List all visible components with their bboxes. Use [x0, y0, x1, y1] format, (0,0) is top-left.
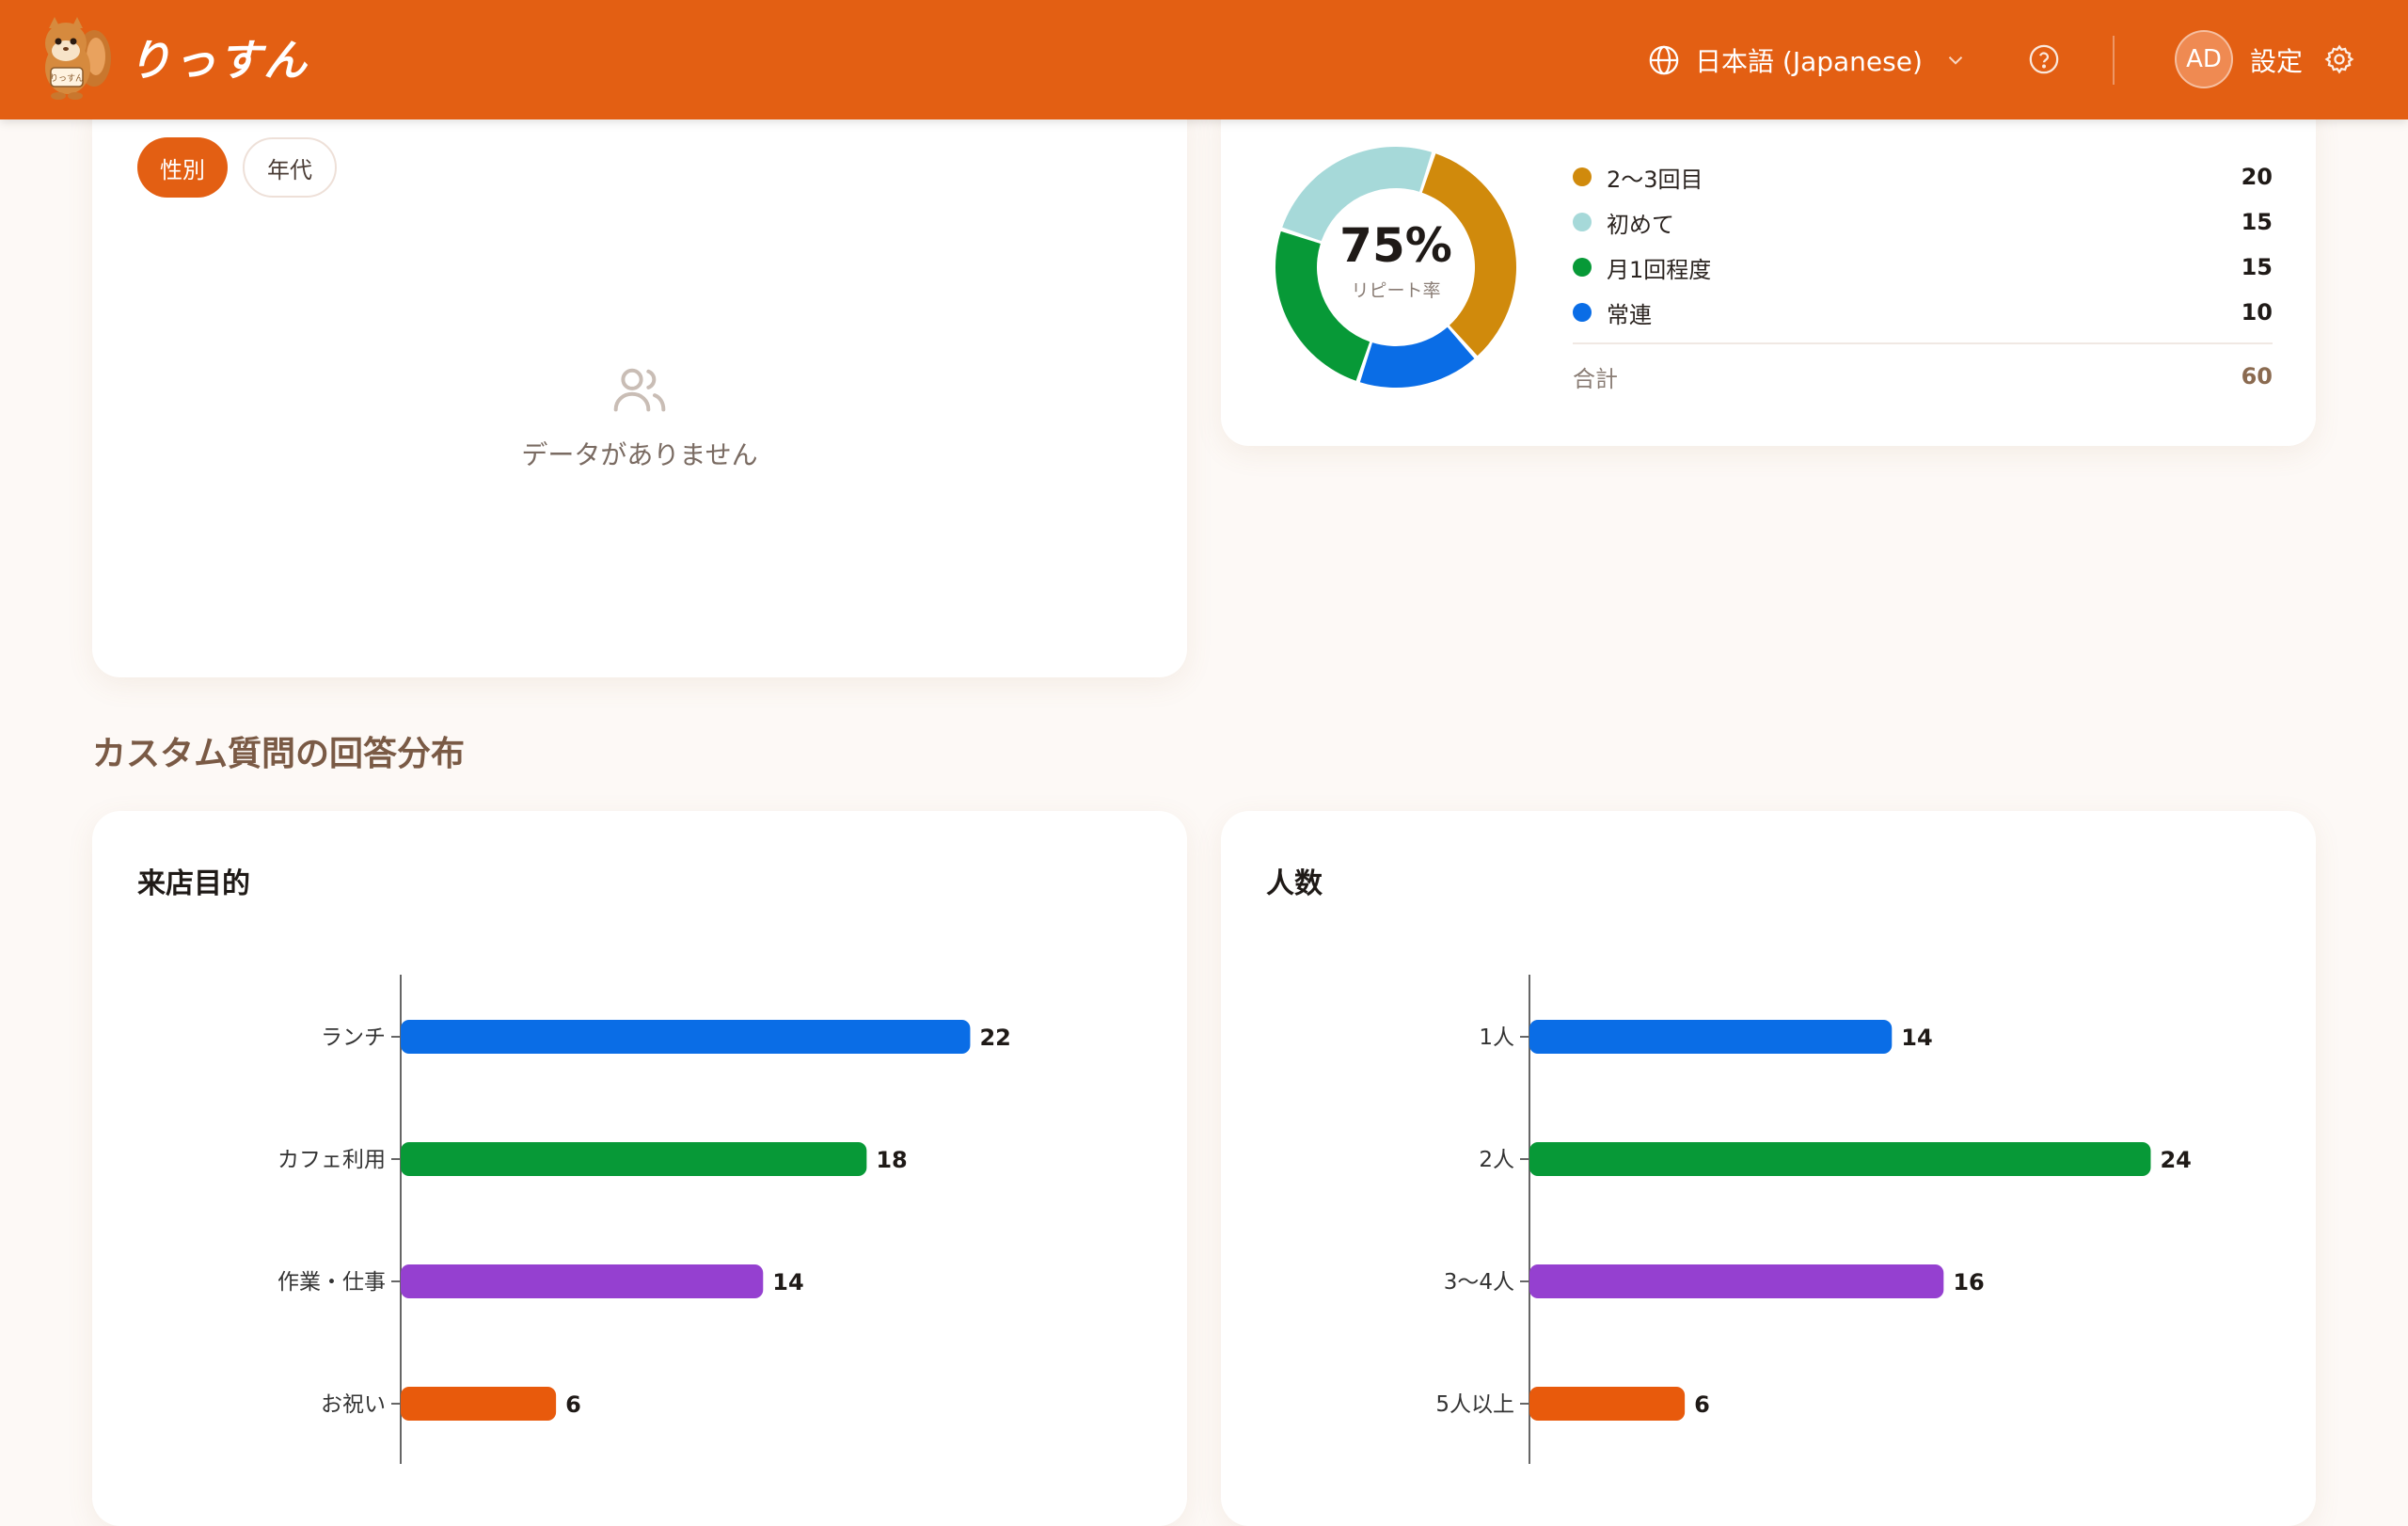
- legend-item: 月1回程度 15: [1573, 245, 2273, 290]
- category-label: お祝い: [321, 1392, 386, 1417]
- gear-icon[interactable]: [2323, 43, 2355, 75]
- bar-value-label: 14: [1901, 1025, 1932, 1051]
- section-title: カスタム質問の回答分布: [92, 735, 466, 773]
- legend-label: 月1回程度: [1607, 256, 1712, 283]
- legend-value: 10: [2241, 299, 2273, 326]
- language-label: 日本語 (Japanese): [1695, 46, 1923, 77]
- party-size-bar-chart: 1人 14 2人 24 3〜4人 16 5人以上 6: [1435, 975, 2192, 1464]
- avatar[interactable]: AD: [2175, 30, 2233, 88]
- category-label: 5人以上: [1435, 1392, 1514, 1417]
- help-icon[interactable]: [2028, 43, 2060, 75]
- repeat-rate-donut-chart: [1275, 147, 1516, 388]
- donut-slice[interactable]: [1275, 230, 1370, 381]
- bar[interactable]: [1529, 1387, 1686, 1421]
- avatar-initials: AD: [2186, 45, 2222, 73]
- bar[interactable]: [1529, 1264, 1944, 1298]
- bar[interactable]: [401, 1142, 867, 1176]
- legend-label: 初めて: [1607, 211, 1674, 238]
- legend-item: 常連 10: [1573, 290, 2273, 335]
- legend-dot: [1573, 303, 1592, 322]
- settings-link[interactable]: 設定: [2250, 46, 2304, 77]
- legend-value: 15: [2241, 254, 2273, 280]
- empty-state-message: データがありません: [521, 439, 758, 470]
- bar[interactable]: [401, 1387, 557, 1421]
- category-label: 2人: [1479, 1148, 1514, 1172]
- language-selector[interactable]: 日本語 (Japanese): [1648, 40, 1968, 81]
- squirrel-logo-icon[interactable]: りっすん: [34, 15, 113, 102]
- total-value: 60: [2241, 363, 2273, 389]
- category-label: 3〜4人: [1444, 1270, 1514, 1295]
- donut-slice[interactable]: [1282, 147, 1433, 242]
- bar[interactable]: [1529, 1142, 2151, 1176]
- category-label: 1人: [1479, 1025, 1514, 1050]
- svg-text:りっすん: りっすん: [50, 73, 84, 84]
- bar-value-label: 14: [772, 1269, 803, 1296]
- chevron-down-icon: [1948, 56, 1963, 65]
- repeat-rate-caption: リピート率: [1351, 280, 1441, 301]
- category-label: 作業・仕事: [277, 1270, 386, 1295]
- bar[interactable]: [401, 1020, 971, 1054]
- visit-frequency-legend: 2〜3回目 20 初めて 15 月1回程度 15 常連 10 合計 60: [1573, 154, 2273, 399]
- bar-value-label: 22: [979, 1025, 1010, 1051]
- donut-slice[interactable]: [1421, 153, 1516, 357]
- category-label: カフェ利用: [277, 1148, 386, 1172]
- legend-value: 15: [2241, 209, 2273, 235]
- legend-item: 2〜3回目 20: [1573, 154, 2273, 199]
- visit-purpose-bar-chart: ランチ 22 カフェ利用 18 作業・仕事 14 お祝い 6: [277, 975, 1011, 1464]
- legend-divider: [1573, 342, 2273, 344]
- legend-value: 20: [2241, 164, 2273, 190]
- users-icon: [613, 368, 666, 412]
- total-label: 合計: [1573, 365, 1618, 392]
- category-label: ランチ: [321, 1025, 386, 1050]
- bar-value-label: 6: [1694, 1391, 1710, 1418]
- donut-center-label: 75% リピート率: [1272, 222, 1520, 302]
- donut-slice[interactable]: [1359, 326, 1475, 388]
- tab-gender[interactable]: 性別: [137, 137, 228, 198]
- header-divider: [2113, 36, 2115, 85]
- legend-dot: [1573, 167, 1592, 186]
- bar-value-label: 18: [876, 1147, 907, 1173]
- legend-total: 合計 60: [1573, 354, 2273, 399]
- chart-title-visit-purpose: 来店目的: [137, 867, 250, 900]
- legend-item: 初めて 15: [1573, 199, 2273, 245]
- top-navigation-bar: りっすん りっすん 日本語 (Japanese) AD 設定: [0, 0, 2408, 119]
- legend-label: 常連: [1607, 301, 1652, 328]
- legend-label: 2〜3回目: [1607, 166, 1703, 193]
- bar-value-label: 6: [565, 1391, 581, 1418]
- bar-value-label: 16: [1953, 1269, 1984, 1296]
- bar[interactable]: [1529, 1020, 1893, 1054]
- legend-dot: [1573, 258, 1592, 277]
- brand-name[interactable]: りっすん: [128, 35, 309, 86]
- chart-title-party-size: 人数: [1266, 867, 1323, 900]
- globe-icon: [1649, 45, 1679, 75]
- repeat-rate-value: 75%: [1339, 218, 1452, 273]
- legend-dot: [1573, 213, 1592, 231]
- bar-value-label: 24: [2160, 1147, 2191, 1173]
- tab-age[interactable]: 年代: [243, 137, 337, 198]
- bar[interactable]: [401, 1264, 764, 1298]
